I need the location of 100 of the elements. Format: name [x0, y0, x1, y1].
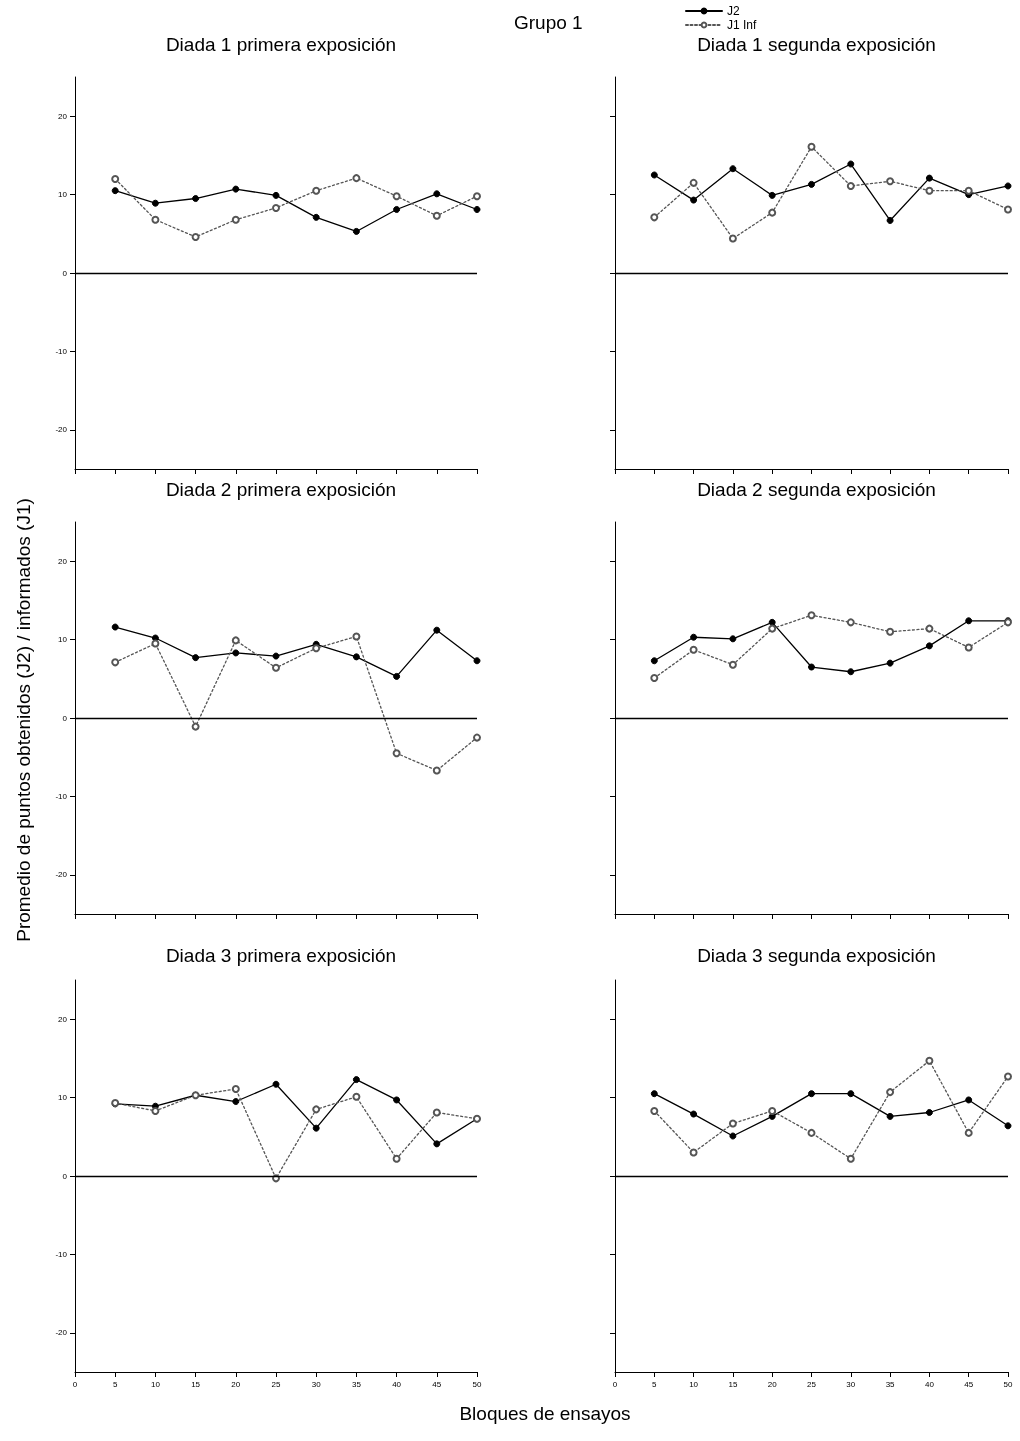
point [925, 1056, 934, 1065]
point [433, 190, 441, 198]
point [808, 1090, 815, 1098]
point [272, 663, 280, 672]
point [650, 171, 658, 179]
point [191, 722, 200, 731]
point [846, 618, 855, 627]
x-tick-label: 20 [231, 1379, 241, 1389]
x-tick-label: 50 [472, 1379, 482, 1389]
point [272, 652, 280, 660]
point [231, 1084, 240, 1093]
point [111, 174, 120, 183]
point [925, 186, 934, 195]
point [1004, 205, 1012, 214]
x-tick-label: 15 [728, 1379, 738, 1389]
point [886, 659, 894, 667]
point [352, 632, 361, 641]
point [728, 234, 737, 243]
point [392, 749, 401, 758]
x-tick-label: 25 [807, 1379, 817, 1389]
y-tick-label: 0 [62, 1171, 68, 1181]
point [650, 1106, 659, 1115]
point [847, 668, 855, 676]
y-tick-label: 0 [62, 713, 68, 723]
text: Grupo 1 [514, 12, 583, 34]
point [728, 1119, 737, 1128]
point [965, 617, 973, 625]
x-tick-label: 45 [964, 1379, 974, 1389]
point [886, 627, 895, 636]
point [847, 160, 855, 168]
x-tick-label: 25 [271, 1379, 281, 1389]
point [432, 211, 441, 220]
y-axis-title: Promedio de puntos obtenidos (J2) / informados (J1) [13, 498, 35, 942]
point [925, 642, 933, 650]
x-tick-label: 0 [612, 1379, 618, 1389]
point [473, 733, 481, 742]
y-tick-label: -10 [55, 791, 68, 801]
point [808, 663, 815, 671]
x-tick-label: 10 [150, 1379, 161, 1389]
point [728, 660, 737, 669]
point [312, 1105, 321, 1114]
x-tick-label: 10 [689, 1379, 699, 1389]
x-axis-title: Bloques de ensayos [459, 1403, 631, 1425]
point [392, 1154, 401, 1163]
chart-title: Diada 3 segunda exposición [697, 945, 936, 966]
point [729, 1132, 737, 1140]
point [807, 611, 816, 620]
point [191, 232, 200, 241]
point [964, 186, 973, 195]
x-tick-label: 40 [392, 1379, 402, 1389]
point [847, 1090, 855, 1098]
legend-label: J1 Inf [727, 18, 758, 32]
point [768, 191, 776, 199]
x-tick-label: 30 [311, 1379, 322, 1389]
point [433, 1140, 441, 1148]
y-tick-label: 20 [58, 556, 68, 566]
chart-title: Diada 2 segunda exposición [697, 479, 936, 500]
point [352, 1092, 361, 1101]
point [650, 213, 659, 222]
point [111, 658, 120, 667]
point [111, 187, 119, 195]
point [925, 624, 934, 633]
point [312, 1124, 320, 1132]
point [964, 643, 973, 652]
point [352, 1076, 360, 1084]
point [689, 645, 698, 654]
chart-title: Diada 1 segunda exposición [697, 34, 936, 55]
point [689, 1148, 698, 1157]
point [473, 192, 481, 201]
point [232, 649, 240, 657]
point [925, 174, 933, 182]
point [886, 177, 895, 186]
point [312, 186, 321, 195]
x-tick-label: 5 [112, 1379, 118, 1389]
point [231, 636, 240, 645]
y-tick-label: -20 [55, 1328, 68, 1338]
y-tick-label: 10 [58, 1093, 68, 1103]
point [690, 1110, 698, 1118]
point [272, 203, 280, 212]
x-tick-label: 0 [72, 1379, 78, 1389]
point [272, 1080, 280, 1088]
y-tick-label: 10 [58, 190, 68, 200]
point [151, 639, 160, 648]
point [232, 185, 240, 193]
chart-title: Diada 3 primera exposición [165, 945, 397, 966]
point [111, 623, 119, 631]
point [352, 227, 360, 235]
point [846, 1154, 855, 1163]
point [393, 206, 401, 213]
x-tick-label: 15 [191, 1379, 201, 1389]
y-tick-label: 20 [58, 111, 68, 121]
point [650, 1090, 658, 1098]
point [432, 766, 441, 775]
point [232, 1098, 240, 1106]
point [352, 174, 361, 183]
y-tick-label: -20 [55, 425, 68, 435]
point [768, 624, 777, 633]
point [231, 215, 240, 224]
point [729, 165, 737, 173]
point [768, 208, 777, 217]
